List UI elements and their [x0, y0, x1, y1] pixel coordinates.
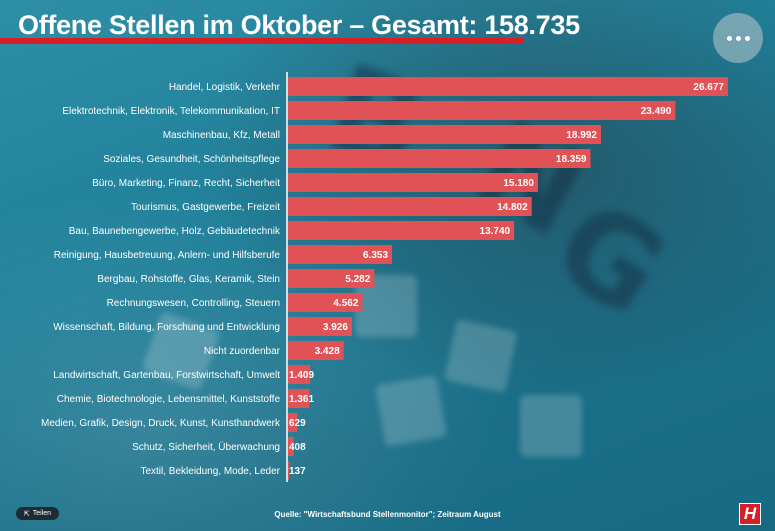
value-label: 137: [289, 466, 306, 477]
value-label: 18.359: [556, 154, 587, 165]
category-label: Medien, Grafik, Design, Druck, Kunst, Ku…: [41, 418, 281, 429]
title-underline: [0, 38, 524, 44]
category-label: Reinigung, Hausbetreuung, Anlern- und Hi…: [54, 250, 281, 261]
value-label: 18.992: [566, 130, 597, 141]
category-label: Chemie, Biotechnologie, Lebensmittel, Ku…: [57, 394, 281, 405]
category-label: Rechnungswesen, Controlling, Steuern: [107, 298, 280, 309]
bar: [287, 149, 591, 168]
value-label: 23.490: [641, 106, 672, 117]
category-label: Schutz, Sicherheit, Überwachung: [132, 441, 280, 453]
bar: [287, 341, 344, 360]
value-label: 6.353: [363, 250, 388, 261]
category-label: Tourismus, Gastgewerbe, Freizeit: [131, 202, 280, 213]
category-label: Handel, Logistik, Verkehr: [169, 82, 281, 93]
value-label: 14.802: [497, 202, 528, 213]
value-label: 1.361: [289, 394, 314, 405]
share-label: Teilen: [32, 510, 52, 517]
value-label: 3.428: [315, 346, 340, 357]
more-icon: [744, 35, 750, 41]
bar: [287, 77, 728, 96]
value-label: 26.677: [693, 82, 724, 93]
bar: [287, 197, 532, 216]
chart-title: Offene Stellen im Oktober – Gesamt: 158.…: [18, 10, 580, 40]
category-label: Bergbau, Rohstoffe, Glas, Keramik, Stein: [97, 274, 280, 285]
bar: [287, 101, 676, 120]
value-label: 408: [289, 442, 306, 453]
category-label: Nicht zuordenbar: [204, 346, 281, 357]
category-label: Büro, Marketing, Finanz, Recht, Sicherhe…: [92, 178, 280, 189]
more-icon: [735, 35, 741, 41]
bar: [287, 389, 310, 408]
bar: [287, 365, 311, 384]
bar: [287, 461, 290, 480]
category-label: Maschinenbau, Kfz, Metall: [163, 130, 280, 141]
bar: [287, 125, 601, 144]
brand-logo: H: [739, 503, 761, 525]
value-label: 629: [289, 418, 306, 429]
share-button[interactable]: ⇱ Teilen: [16, 507, 59, 520]
bar: [287, 269, 375, 288]
source-note: Quelle: "Wirtschaftsbund Stellenmonitor"…: [274, 510, 501, 519]
bar: [287, 173, 538, 192]
more-options-button[interactable]: [713, 13, 763, 63]
bar: [287, 317, 352, 336]
bar: [287, 413, 298, 432]
value-label: 5.282: [345, 274, 370, 285]
bar: [287, 221, 515, 240]
share-icon: ⇱: [23, 510, 30, 518]
background-tile: [520, 395, 582, 457]
category-label: Wissenschaft, Bildung, Forschung und Ent…: [53, 322, 280, 333]
value-label: 4.562: [333, 298, 358, 309]
bar: [287, 293, 363, 312]
more-icon: [726, 35, 732, 41]
value-label: 3.926: [323, 322, 348, 333]
value-label: 13.740: [480, 226, 511, 237]
bars-group: Handel, Logistik, Verkehr 26.677 Elektrote…: [41, 77, 728, 480]
category-label: Soziales, Gesundheit, Schönheitspflege: [103, 154, 280, 165]
bar: [287, 245, 393, 264]
category-label: Textil, Bekleidung, Mode, Leder: [140, 466, 280, 477]
value-label: 15.180: [503, 178, 534, 189]
bar: [287, 437, 294, 456]
value-label: 1.409: [289, 370, 314, 381]
category-label: Landwirtschaft, Gartenbau, Forstwirtscha…: [53, 370, 280, 381]
category-label: Elektrotechnik, Elektronik, Telekommunik…: [62, 106, 280, 117]
category-label: Bau, Baunebengewerbe, Holz, Gebäudetechn…: [69, 226, 281, 237]
